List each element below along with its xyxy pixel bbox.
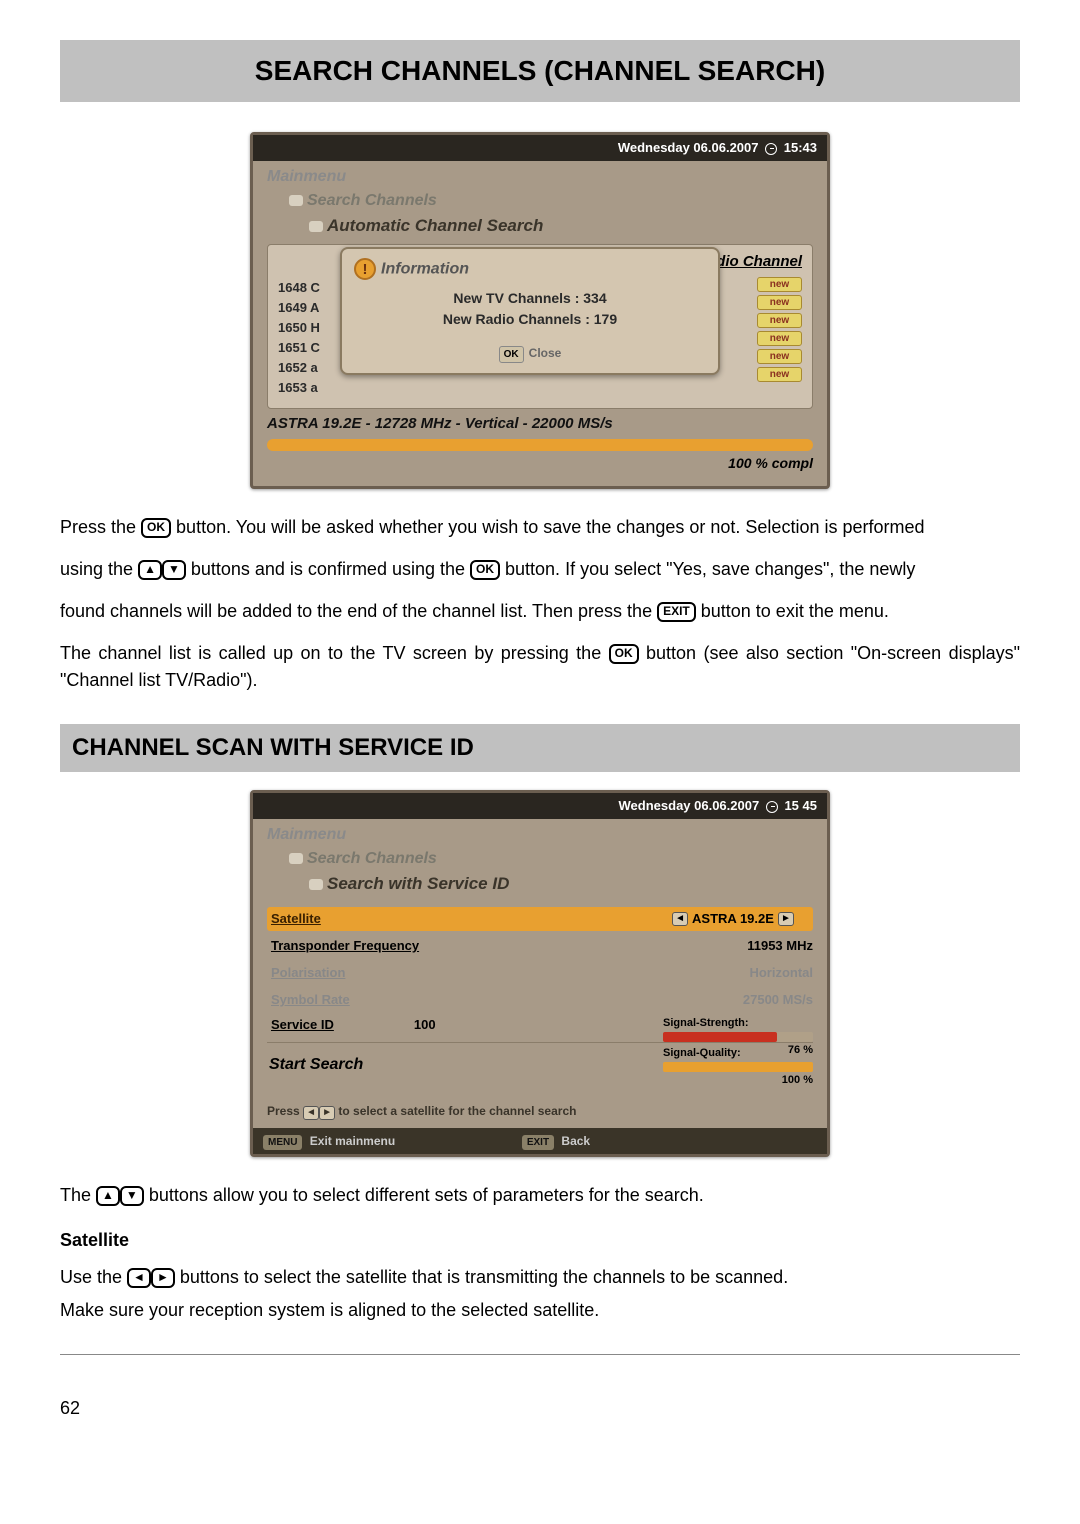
up-key-icon: ▲: [138, 560, 162, 580]
right-arrow-icon: ►: [319, 1106, 335, 1120]
clock-icon: [765, 143, 777, 155]
row-symbolrate: Symbol Rate 27500 MS/s: [267, 988, 813, 1012]
page-number: 62: [60, 1395, 1020, 1422]
down-key-icon: ▼: [120, 1186, 144, 1206]
breadcrumb-sub: Search Channels: [289, 189, 813, 213]
progress-text: 100 % compl: [267, 453, 813, 474]
exit-key-icon: EXIT: [522, 1135, 554, 1150]
close-label[interactable]: Close: [529, 346, 562, 360]
start-search[interactable]: Start Search: [269, 1053, 363, 1080]
down-key-icon: ▼: [162, 560, 186, 580]
left-arrow-icon[interactable]: ◄: [672, 912, 688, 926]
breadcrumb-main: Mainmenu: [267, 165, 813, 189]
section-title-2: CHANNEL SCAN WITH SERVICE ID: [60, 724, 1020, 772]
info-dialog: ! Information New TV Channels : 334 New …: [340, 247, 720, 375]
up-key-icon: ▲: [96, 1186, 120, 1206]
right-arrow-icon[interactable]: ►: [778, 912, 794, 926]
body-text-1: Press the OK button. You will be asked w…: [60, 514, 1020, 694]
info-line-1: New TV Channels : 334: [354, 288, 706, 309]
breadcrumb-sub-2: Search Channels: [289, 847, 813, 871]
tv-datetime-bar: Wednesday 06.06.2007 15:43: [253, 135, 827, 161]
new-badge-column: new new new new new new: [746, 274, 802, 398]
page-title: SEARCH CHANNELS (CHANNEL SEARCH): [60, 40, 1020, 102]
screenshot-1: Wednesday 06.06.2007 15:43 Mainmenu Sear…: [60, 132, 1020, 489]
ok-key-icon: OK: [470, 560, 500, 580]
breadcrumb-sub2: Automatic Channel Search: [309, 213, 813, 239]
channel-panel: annel Radio Channel 1648 C 1649 A 1650 H…: [267, 244, 813, 409]
ok-key-icon: OK: [141, 518, 171, 538]
date-text: Wednesday 06.06.2007: [618, 140, 759, 155]
footer-bar: MENU Exit mainmenu EXIT Back: [253, 1128, 827, 1154]
breadcrumb-sub2-2: Search with Service ID: [309, 871, 813, 897]
hint-row: Press ◄► to select a satellite for the c…: [267, 1102, 813, 1120]
clock-icon: [766, 801, 778, 813]
satellite-heading: Satellite: [60, 1227, 1020, 1254]
row-service-id[interactable]: Service ID 100 Signal-Strength: 76 %: [267, 1015, 813, 1039]
tv-datetime-bar-2: Wednesday 06.06.2007 15 45: [253, 793, 827, 819]
breadcrumb-main-2: Mainmenu: [267, 823, 813, 847]
scan-status: ASTRA 19.2E - 12728 MHz - Vertical - 220…: [267, 413, 813, 436]
info-line-2: New Radio Channels : 179: [354, 309, 706, 330]
row-polarisation: Polarisation Horizontal: [267, 961, 813, 985]
progress-bar: [267, 439, 813, 451]
right-key-icon: ►: [151, 1268, 175, 1288]
row-satellite[interactable]: Satellite ◄ ASTRA 19.2E ►: [267, 907, 813, 931]
row-transponder[interactable]: Transponder Frequency 11953 MHz: [267, 934, 813, 958]
signal-quality-box: Signal-Quality: 100 %: [663, 1045, 813, 1088]
alert-icon: !: [354, 258, 376, 280]
ok-button[interactable]: OK: [499, 346, 524, 363]
screenshot-2: Wednesday 06.06.2007 15 45 Mainmenu Sear…: [60, 790, 1020, 1157]
menu-key-icon: MENU: [263, 1135, 302, 1150]
ok-key-icon: OK: [609, 644, 639, 664]
time-text: 15:43: [784, 140, 817, 155]
left-key-icon: ◄: [127, 1268, 151, 1288]
left-arrow-icon: ◄: [303, 1106, 319, 1120]
body-text-2: The ▲▼ buttons allow you to select diffe…: [60, 1182, 1020, 1324]
info-title: Information: [381, 260, 469, 277]
exit-key-icon: EXIT: [657, 602, 696, 622]
